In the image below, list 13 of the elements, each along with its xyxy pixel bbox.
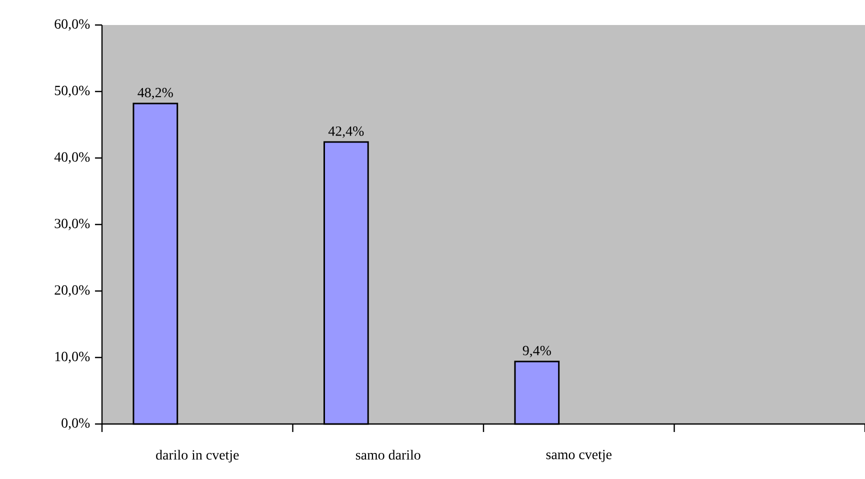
data-label: 42,4% <box>328 126 364 138</box>
data-label: 9,4% <box>522 346 551 358</box>
data-label: 48,2% <box>138 88 173 100</box>
y-tick-label: 30,0% <box>54 218 90 230</box>
y-tick-label: 60,0% <box>54 19 90 31</box>
y-tick-label: 40,0% <box>54 152 90 164</box>
y-tick-label: 50,0% <box>54 86 90 98</box>
x-tick-label: samo cvetje <box>546 450 612 462</box>
x-tick-label: darilo in cvetje <box>156 450 239 462</box>
x-tick-label: samo darilo <box>356 450 420 460</box>
y-tick-label: 10,0% <box>55 352 90 364</box>
y-tick-label: 20,0% <box>54 285 90 297</box>
y-tick-label: 0,0% <box>62 418 90 430</box>
